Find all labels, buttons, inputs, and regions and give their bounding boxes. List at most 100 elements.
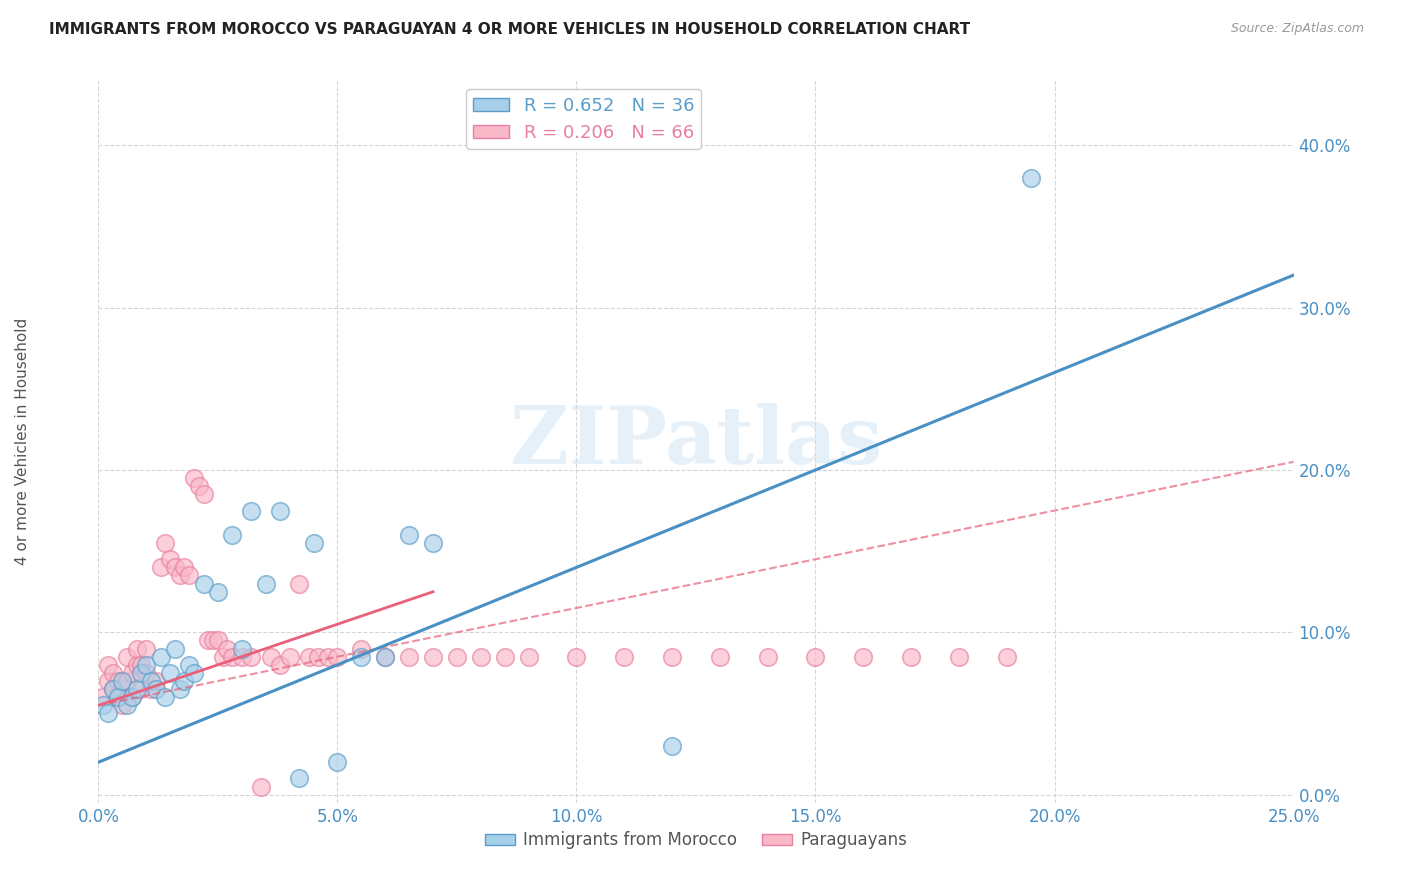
- Point: [446, 649, 468, 664]
- Point: [350, 641, 373, 656]
- Text: ZIPatlas: ZIPatlas: [510, 402, 882, 481]
- Point: [121, 690, 143, 705]
- Point: [159, 552, 181, 566]
- Point: [398, 528, 420, 542]
- Point: [183, 471, 205, 485]
- Point: [125, 641, 148, 656]
- Point: [131, 657, 153, 672]
- Point: [269, 657, 291, 672]
- Point: [422, 536, 444, 550]
- Point: [804, 649, 827, 664]
- Point: [661, 739, 683, 753]
- Point: [139, 682, 162, 697]
- Point: [97, 657, 120, 672]
- Point: [193, 487, 215, 501]
- Point: [470, 649, 492, 664]
- Point: [135, 657, 157, 672]
- Point: [91, 698, 114, 713]
- Point: [107, 690, 129, 705]
- Point: [115, 673, 138, 688]
- Point: [173, 560, 195, 574]
- Text: Source: ZipAtlas.com: Source: ZipAtlas.com: [1230, 22, 1364, 36]
- Point: [207, 584, 229, 599]
- Point: [288, 772, 311, 786]
- Point: [145, 682, 167, 697]
- Point: [221, 528, 243, 542]
- Point: [316, 649, 339, 664]
- Point: [302, 536, 325, 550]
- Point: [254, 576, 277, 591]
- Point: [193, 576, 215, 591]
- Point: [221, 649, 243, 664]
- Point: [661, 649, 683, 664]
- Point: [121, 665, 143, 680]
- Point: [709, 649, 731, 664]
- Point: [155, 536, 177, 550]
- Point: [494, 649, 516, 664]
- Point: [298, 649, 321, 664]
- Point: [948, 649, 970, 664]
- Point: [326, 755, 349, 769]
- Point: [250, 780, 273, 794]
- Point: [91, 690, 114, 705]
- Point: [149, 560, 172, 574]
- Point: [187, 479, 209, 493]
- Point: [240, 503, 263, 517]
- Point: [97, 673, 120, 688]
- Text: IMMIGRANTS FROM MOROCCO VS PARAGUAYAN 4 OR MORE VEHICLES IN HOUSEHOLD CORRELATIO: IMMIGRANTS FROM MOROCCO VS PARAGUAYAN 4 …: [49, 22, 970, 37]
- Point: [111, 698, 134, 713]
- Point: [278, 649, 301, 664]
- Point: [374, 649, 396, 664]
- Point: [179, 568, 201, 582]
- Point: [111, 682, 134, 697]
- Point: [197, 633, 219, 648]
- Point: [125, 682, 148, 697]
- Point: [97, 706, 120, 721]
- Point: [159, 665, 181, 680]
- Point: [350, 649, 373, 664]
- Point: [207, 633, 229, 648]
- Point: [900, 649, 922, 664]
- Point: [163, 641, 186, 656]
- Point: [202, 633, 225, 648]
- Point: [231, 641, 253, 656]
- Point: [107, 673, 129, 688]
- Point: [852, 649, 875, 664]
- Point: [125, 657, 148, 672]
- Point: [145, 673, 167, 688]
- Point: [183, 665, 205, 680]
- Legend: Immigrants from Morocco, Paraguayans: Immigrants from Morocco, Paraguayans: [478, 824, 914, 856]
- Point: [995, 649, 1018, 664]
- Point: [756, 649, 779, 664]
- Point: [121, 690, 143, 705]
- Point: [307, 649, 329, 664]
- Point: [111, 673, 134, 688]
- Point: [131, 682, 153, 697]
- Point: [1019, 170, 1042, 185]
- Point: [613, 649, 636, 664]
- Point: [131, 665, 153, 680]
- Point: [398, 649, 420, 664]
- Point: [217, 641, 239, 656]
- Point: [101, 682, 124, 697]
- Point: [115, 698, 138, 713]
- Y-axis label: 4 or more Vehicles in Household: 4 or more Vehicles in Household: [15, 318, 30, 566]
- Point: [374, 649, 396, 664]
- Point: [269, 503, 291, 517]
- Point: [163, 560, 186, 574]
- Point: [211, 649, 233, 664]
- Point: [288, 576, 311, 591]
- Point: [565, 649, 588, 664]
- Point: [101, 665, 124, 680]
- Point: [149, 649, 172, 664]
- Point: [115, 649, 138, 664]
- Point: [101, 682, 124, 697]
- Point: [259, 649, 281, 664]
- Point: [240, 649, 263, 664]
- Point: [173, 673, 195, 688]
- Point: [169, 568, 191, 582]
- Point: [326, 649, 349, 664]
- Point: [422, 649, 444, 664]
- Point: [135, 665, 157, 680]
- Point: [179, 657, 201, 672]
